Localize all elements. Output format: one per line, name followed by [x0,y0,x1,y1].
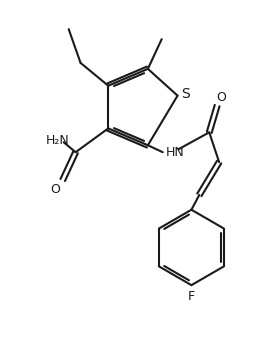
Text: HN: HN [166,146,185,159]
Text: H₂N: H₂N [46,134,70,147]
Text: S: S [181,87,190,101]
Text: F: F [188,290,195,302]
Text: O: O [216,91,226,104]
Text: O: O [50,184,60,196]
